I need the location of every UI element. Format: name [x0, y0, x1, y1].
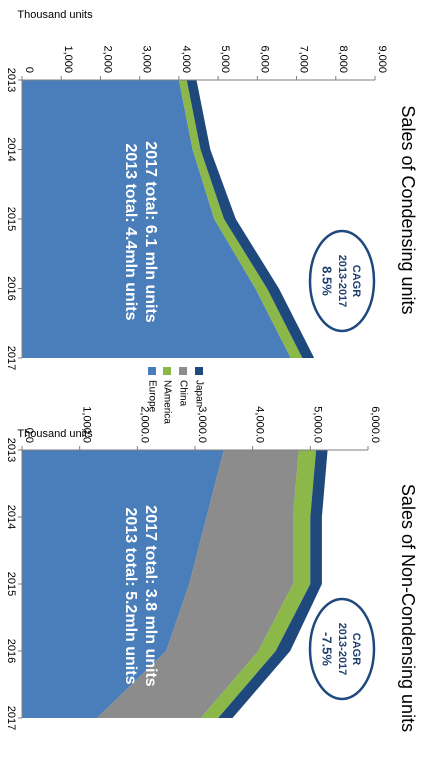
cagr-badge — [308, 229, 376, 333]
year-tick-label: 2017 — [5, 346, 17, 370]
value-tick-label: 4,000.0 — [254, 406, 266, 443]
legend-swatch-namerica — [163, 367, 171, 375]
chart-title: Sales of Non-Condensing units — [398, 484, 418, 732]
area-namerica — [200, 450, 317, 718]
area-europe — [22, 80, 291, 358]
area-china — [97, 450, 299, 718]
value-tick-label: 0.0 — [23, 428, 35, 443]
value-tick-label: 3,000.0 — [196, 406, 208, 443]
value-tick-label: 1,000.0 — [81, 406, 93, 443]
cagr-text-2: 2013-2017 — [336, 623, 348, 676]
value-tick-label: 5,000.0 — [311, 406, 323, 443]
area-europe — [22, 450, 224, 718]
year-tick-label: 2016 — [5, 276, 17, 300]
legend-swatch-china — [179, 367, 187, 375]
legend-swatch-japan — [195, 367, 203, 375]
year-tick-label: 2013 — [5, 438, 17, 462]
total-annotation-line2: 2017 total: 6.1 mln units — [142, 141, 159, 322]
cagr-text-2: 2013-2017 — [336, 255, 348, 308]
value-tick-label: 3,000 — [141, 45, 153, 73]
chart-title: Sales of Condensing units — [398, 105, 418, 314]
legend-label-japan: Japan — [194, 380, 205, 407]
legend-label-china: China — [178, 380, 189, 407]
year-tick-label: 2014 — [5, 137, 17, 161]
value-tick-label: 9,000 — [376, 45, 388, 73]
value-tick-label: 0 — [23, 67, 35, 73]
cagr-text-3: -7.5% — [320, 632, 335, 666]
cagr-text-1: CAGR — [350, 633, 362, 665]
legend-swatch-europe — [148, 367, 156, 375]
value-tick-label: 2,000 — [101, 45, 113, 73]
value-tick-label: 5,000 — [219, 45, 231, 73]
area-japan — [186, 80, 315, 358]
legend-label-namerica: NAmerica — [162, 380, 173, 424]
value-tick-label: 8,000 — [337, 45, 349, 73]
year-tick-label: 2015 — [5, 572, 17, 596]
cagr-badge — [308, 597, 376, 701]
non-condensing-units-chart: 0.0 1,000.0 2,000.0 3,000.0 4,000.0 5,000.0 6,… — [5, 406, 418, 732]
area-japan — [218, 450, 328, 718]
axis-unit-label: Thousand units — [17, 428, 93, 440]
value-tick-label: 7,000 — [298, 45, 310, 73]
total-annotation-line1: 2013 total: 4.4mln units — [122, 144, 139, 321]
value-tick-label: 2,000.0 — [138, 406, 150, 443]
total-annotation-line1: 2013 total: 5.2mln units — [122, 508, 139, 685]
area-namerica — [178, 80, 303, 358]
cagr-text-3: 8.5% — [320, 266, 335, 296]
year-tick-label: 2016 — [5, 639, 17, 663]
cagr-text-1: CAGR — [350, 265, 362, 297]
condensing-units-chart: 0 1,000 2,000 3,000 4,000 5,000 6,000 7,000 8,00… — [5, 9, 418, 370]
value-tick-label: 1,000 — [62, 45, 74, 73]
year-tick-label: 2015 — [5, 207, 17, 231]
legend-label-europe: Europe — [147, 380, 158, 413]
year-tick-label: 2017 — [5, 706, 17, 730]
value-tick-label: 6,000 — [258, 45, 270, 73]
legend: Japan China NAmerica Europe — [147, 367, 205, 424]
total-annotation-line2: 2017 total: 3.8 mln units — [142, 505, 159, 686]
year-tick-label: 2013 — [5, 68, 17, 92]
year-tick-label: 2014 — [5, 505, 17, 529]
axis-unit-label: Thousand units — [17, 9, 93, 21]
value-tick-label: 6,000.0 — [369, 406, 381, 443]
value-tick-label: 4,000 — [180, 45, 192, 73]
